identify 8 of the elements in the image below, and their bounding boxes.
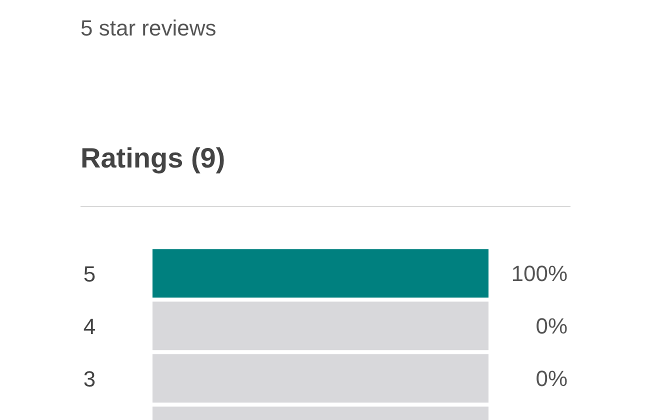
y-tick-label: 5 (83, 261, 96, 286)
chart-title: Ratings (9) (80, 142, 226, 174)
y-tick-label: 4 (83, 314, 96, 339)
text: 5 star reviews (80, 16, 216, 40)
data-label: 100% (511, 260, 568, 286)
data-label: 0% (536, 366, 568, 391)
data-label: 0% (536, 313, 568, 338)
y-tick-label: 3 (83, 366, 96, 392)
